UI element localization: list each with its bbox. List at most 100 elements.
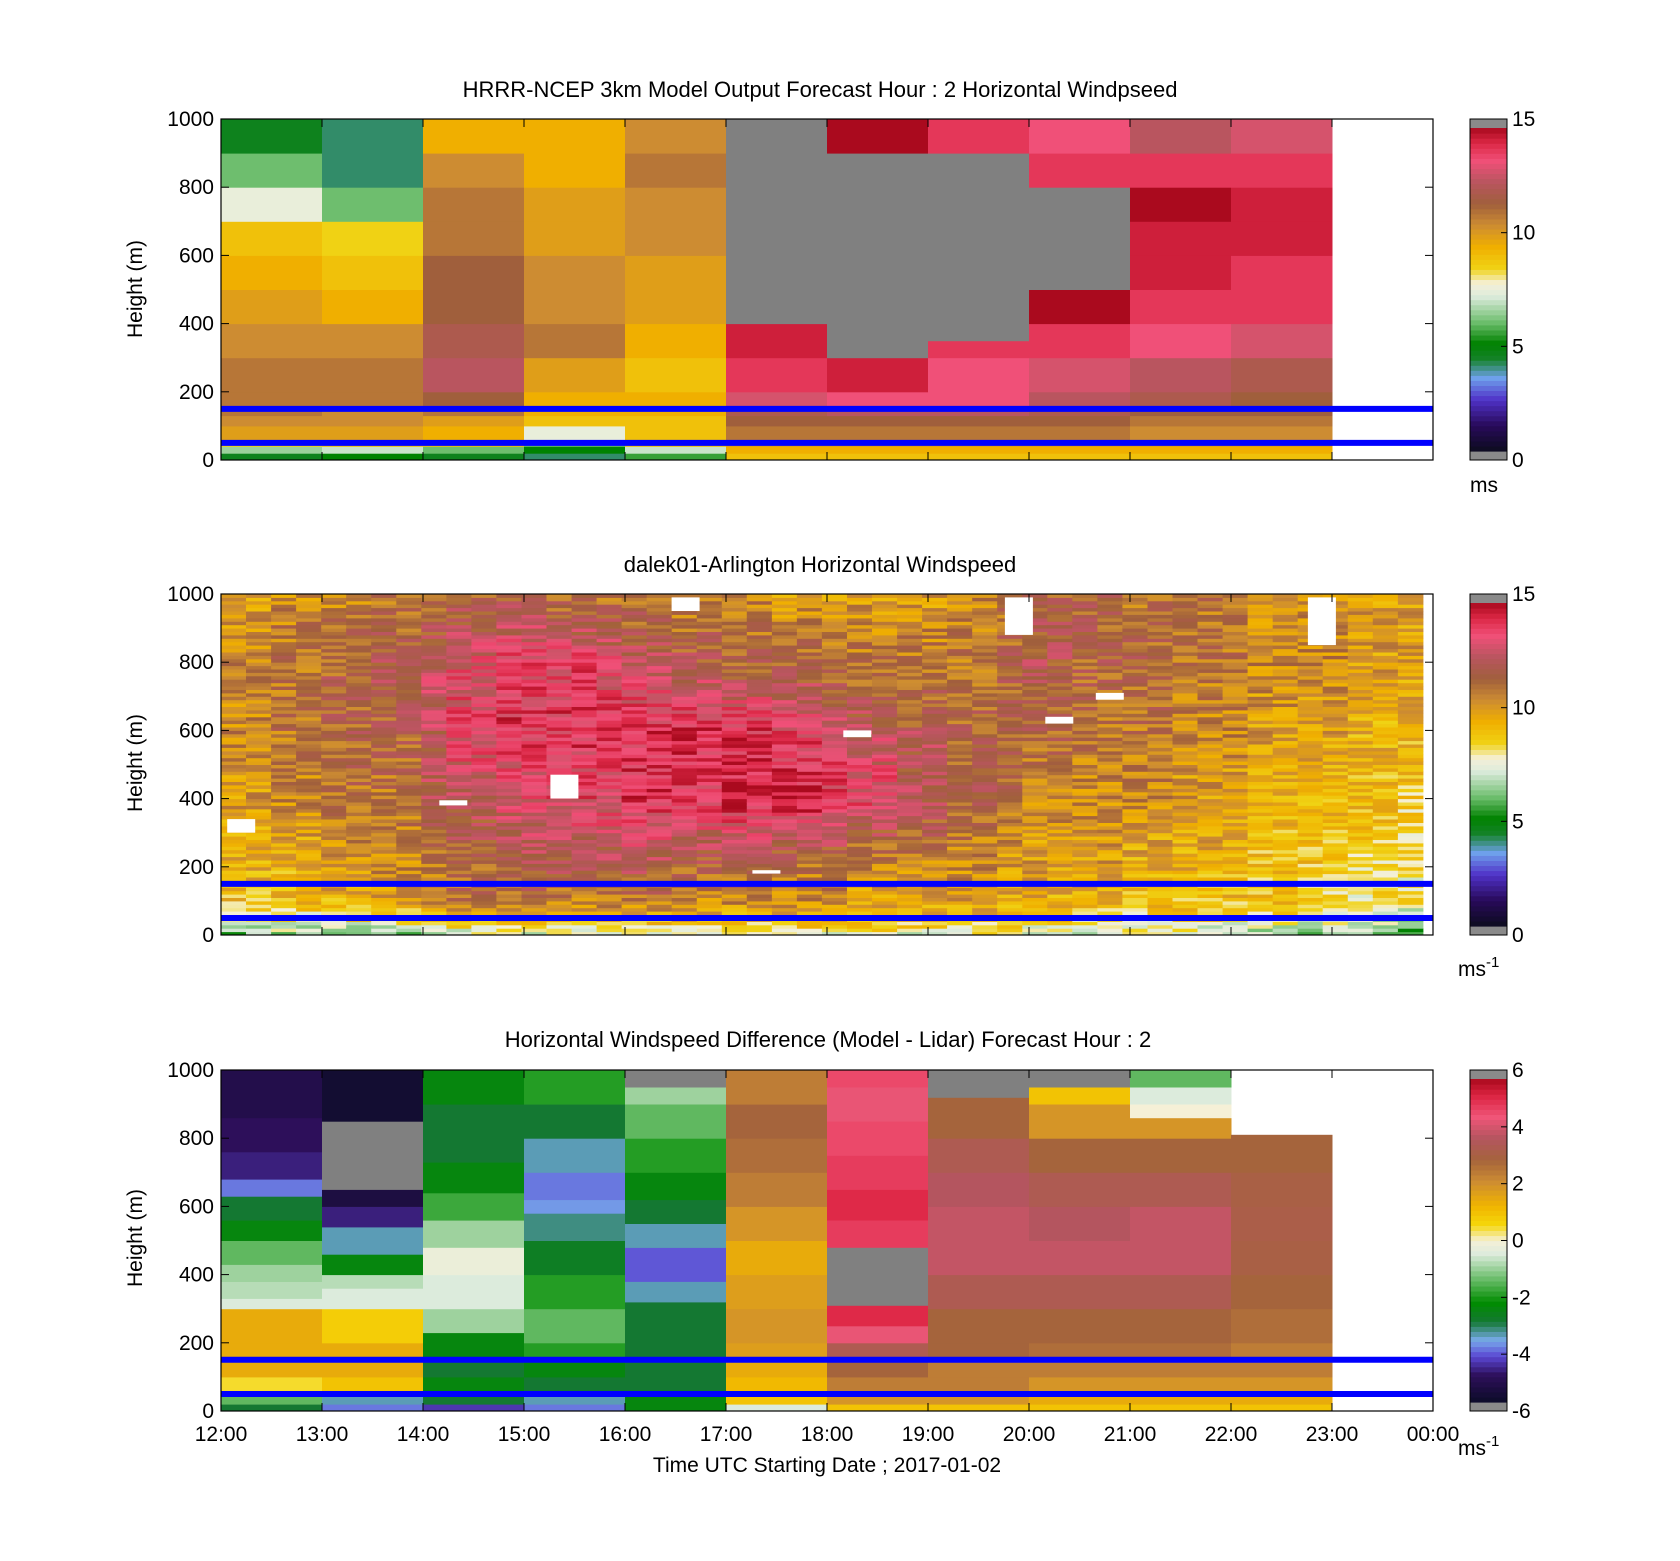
heatmap-cell xyxy=(396,658,422,663)
heatmap-cell xyxy=(396,924,422,929)
heatmap-cell xyxy=(1347,730,1374,735)
heatmap-cell xyxy=(546,887,572,892)
heatmap-cell xyxy=(1022,740,1048,745)
heatmap-cell xyxy=(546,846,572,851)
heatmap-cell xyxy=(423,153,525,188)
heatmap-cell xyxy=(1272,897,1299,902)
heatmap-cell xyxy=(571,607,598,612)
heatmap-cell xyxy=(746,771,773,776)
heatmap-cell xyxy=(346,897,372,902)
heatmap-cell xyxy=(471,819,497,823)
heatmap-cell xyxy=(1122,686,1148,690)
heatmap-cell xyxy=(1247,771,1274,776)
heatmap-cell xyxy=(1072,733,1098,738)
heatmap-cell xyxy=(296,815,322,820)
heatmap-cell xyxy=(521,645,547,650)
heatmap-cell xyxy=(1097,672,1123,677)
heatmap-cell xyxy=(1197,641,1223,646)
heatmap-cell xyxy=(471,737,497,742)
heatmap-cell xyxy=(1147,924,1173,929)
heatmap-cell xyxy=(972,815,998,820)
heatmap-cell xyxy=(872,628,898,632)
heatmap-cell xyxy=(621,737,648,742)
heatmap-cell xyxy=(796,819,823,823)
heatmap-cell xyxy=(1172,611,1198,615)
heatmap-cell xyxy=(621,836,648,840)
heatmap-cell xyxy=(271,621,297,626)
heatmap-cell xyxy=(596,744,623,748)
heatmap-cell xyxy=(346,798,372,803)
heatmap-cell xyxy=(796,665,823,670)
heatmap-cell xyxy=(1247,641,1274,646)
heatmap-cell xyxy=(796,798,823,803)
heatmap-cell xyxy=(221,652,247,656)
heatmap-cell xyxy=(972,849,998,854)
heatmap-cell xyxy=(1022,856,1048,861)
heatmap-cell xyxy=(496,767,522,772)
heatmap-cell xyxy=(1122,744,1148,748)
heatmap-cell xyxy=(1122,846,1148,851)
heatmap-cell xyxy=(1147,692,1173,697)
heatmap-cell xyxy=(1297,877,1324,881)
heatmap-cell xyxy=(471,894,497,898)
heatmap-cell xyxy=(421,744,447,748)
heatmap-cell xyxy=(872,785,898,789)
heatmap-cell xyxy=(1397,904,1424,909)
heatmap-cell xyxy=(1222,740,1249,745)
heatmap-cell xyxy=(1231,323,1333,359)
heatmap-cell xyxy=(796,614,823,619)
heatmap-cell xyxy=(947,873,973,878)
heatmap-cell xyxy=(821,832,848,837)
heatmap-cell xyxy=(646,597,673,602)
heatmap-cell xyxy=(1347,761,1374,765)
heatmap-cell xyxy=(1272,600,1299,605)
heatmap-cell xyxy=(1022,866,1048,871)
heatmap-cell xyxy=(371,897,397,902)
heatmap-cell xyxy=(821,894,848,898)
heatmap-cell xyxy=(1247,873,1274,878)
heatmap-cell xyxy=(897,607,923,612)
heatmap-cell xyxy=(621,747,648,752)
heatmap-cell xyxy=(321,788,347,793)
heatmap-cell xyxy=(1072,641,1098,646)
heatmap-cell xyxy=(296,607,322,612)
heatmap-cell xyxy=(827,391,929,406)
heatmap-cell xyxy=(721,648,748,653)
heatmap-cell xyxy=(1247,699,1274,704)
heatmap-cell xyxy=(446,788,472,793)
heatmap-cell xyxy=(1047,611,1073,615)
heatmap-cell xyxy=(872,894,898,898)
heatmap-cell xyxy=(1097,825,1123,830)
heatmap-cell xyxy=(596,689,623,694)
heatmap-cell xyxy=(746,764,773,769)
heatmap-cell xyxy=(296,648,322,653)
heatmap-cell xyxy=(1372,853,1399,858)
heatmap-cell xyxy=(271,733,297,738)
heatmap-cell xyxy=(446,842,472,847)
heatmap-cell xyxy=(1072,819,1098,823)
heatmap-cell xyxy=(246,846,272,851)
heatmap-cell xyxy=(371,733,397,738)
heatmap-cell xyxy=(1372,672,1399,677)
heatmap-cell xyxy=(1247,819,1274,823)
heatmap-cell xyxy=(671,767,698,772)
heatmap-cell xyxy=(646,703,673,707)
heatmap-cell xyxy=(1247,737,1274,742)
heatmap-cell xyxy=(521,665,547,670)
heatmap-cell xyxy=(746,699,773,704)
heatmap-cell xyxy=(1222,624,1249,629)
heatmap-cell xyxy=(571,842,598,847)
heatmap-cell xyxy=(872,692,898,697)
heatmap-cell xyxy=(972,689,998,694)
heatmap-cell xyxy=(1272,614,1299,619)
heatmap-cell xyxy=(321,781,347,786)
heatmap-cell xyxy=(821,638,848,643)
heatmap-cell xyxy=(1097,928,1123,933)
heatmap-cell xyxy=(721,890,748,895)
heatmap-cell xyxy=(796,778,823,782)
heatmap-cell xyxy=(1297,924,1324,929)
heatmap-cell xyxy=(1297,764,1324,769)
heatmap-cell xyxy=(721,877,748,881)
heatmap-cell xyxy=(521,822,547,827)
heatmap-cell xyxy=(646,761,673,765)
